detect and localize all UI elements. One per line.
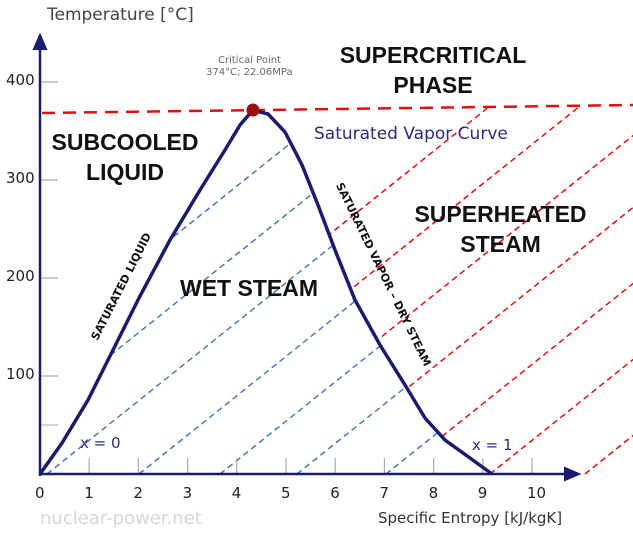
- x-tick-label: 9: [477, 484, 488, 502]
- x-tick-label: 10: [527, 484, 547, 502]
- subcooled-line-1: SUBCOOLED: [51, 129, 199, 155]
- saturated-vapor-curve-label: Saturated Vapor Curve: [314, 124, 508, 144]
- watermark: nuclear-power.net: [40, 508, 202, 529]
- y-tick-label: 300: [6, 169, 35, 187]
- quality-x0-label: x = 0: [80, 434, 121, 452]
- x-tick-label: 6: [330, 484, 340, 502]
- saturation-dome: [38, 108, 494, 476]
- x-tick-label: 2: [133, 484, 143, 502]
- subcooled-label: SUBCOOLED LIQUID: [50, 127, 200, 187]
- critical-point-label: Critical Point: [218, 55, 281, 66]
- y-tick-label: 400: [6, 71, 35, 89]
- supercritical-line-1: SUPERCRITICAL: [339, 42, 527, 68]
- subcooled-line-2: LIQUID: [86, 159, 164, 185]
- critical-isobar: [41, 103, 633, 115]
- y-tick-label: 200: [6, 267, 35, 285]
- supercritical-label: SUPERCRITICAL PHASE: [333, 40, 533, 100]
- y-tick-label: 100: [6, 365, 35, 383]
- quality-x1-label: x = 1: [472, 436, 513, 454]
- x-tick-label: 0: [35, 484, 45, 502]
- critical-point-value: 374°C; 22.06MPa: [206, 67, 293, 78]
- critical-point-marker: [246, 103, 260, 117]
- supercritical-line-2: PHASE: [393, 72, 473, 98]
- superheated-label: SUPERHEATED STEAM: [398, 199, 603, 259]
- superheated-line-1: SUPERHEATED: [414, 201, 587, 227]
- axis-ticks: [40, 81, 533, 474]
- x-axis-title: Specific Entropy [kJ/kgK]: [378, 509, 563, 527]
- x-tick-label: 7: [379, 484, 389, 502]
- x-tick-label: 8: [428, 484, 439, 502]
- x-tick-label: 5: [281, 484, 291, 502]
- x-tick-label: 4: [231, 484, 242, 502]
- x-tick-label: 1: [84, 484, 94, 502]
- superheated-line-2: STEAM: [460, 231, 541, 257]
- y-axis-title: Temperature [°C]: [47, 5, 194, 25]
- x-tick-label: 3: [182, 484, 193, 502]
- wet-steam-label: WET STEAM: [180, 275, 318, 301]
